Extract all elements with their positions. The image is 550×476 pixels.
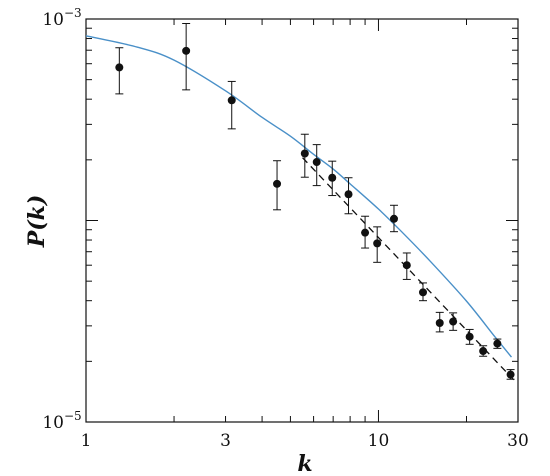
point-marker	[435, 318, 444, 327]
point-marker	[389, 214, 398, 223]
data-point	[300, 133, 309, 178]
data-point	[361, 215, 370, 249]
data-point	[435, 311, 444, 333]
point-marker	[328, 173, 337, 182]
point-marker	[506, 370, 515, 379]
data-point	[479, 345, 488, 357]
point-marker	[449, 317, 458, 326]
point-marker	[465, 332, 474, 341]
x-tick-label: 10	[368, 431, 390, 451]
data-point	[328, 160, 337, 197]
data-point	[344, 177, 353, 215]
point-marker	[373, 239, 382, 248]
data-point	[389, 204, 398, 233]
y-tick-label: 10−5	[42, 409, 81, 433]
data-point	[418, 282, 427, 302]
data-point	[273, 160, 282, 211]
point-marker	[182, 46, 191, 55]
data-point	[182, 22, 191, 91]
point-marker	[227, 96, 236, 105]
point-marker	[344, 190, 353, 199]
data-points	[115, 22, 515, 380]
point-marker	[418, 288, 427, 297]
data-point	[312, 144, 321, 187]
axis-ticks	[85, 19, 519, 423]
tick-labels: 1 3 10 30 10−5 10−3	[42, 6, 528, 451]
y-axis-label: P(k)	[24, 195, 50, 249]
point-marker	[115, 63, 124, 72]
model-curve	[85, 35, 513, 358]
data-point	[465, 328, 474, 345]
point-marker	[273, 179, 282, 188]
data-point	[493, 338, 502, 349]
x-axis-label: k	[297, 451, 312, 476]
curves	[85, 35, 515, 381]
data-point	[449, 312, 458, 331]
data-point	[227, 80, 236, 130]
data-point	[373, 226, 382, 263]
data-point	[402, 252, 411, 280]
point-marker	[361, 228, 370, 237]
plot-frame	[85, 18, 519, 423]
point-marker	[493, 339, 502, 348]
point-marker	[300, 149, 309, 158]
power-law-line	[302, 157, 515, 381]
data-point	[506, 369, 515, 380]
x-tick-label: 30	[507, 431, 529, 451]
point-marker	[312, 158, 321, 167]
x-tick-label: 1	[81, 431, 92, 451]
point-marker	[402, 261, 411, 270]
x-tick-label: 3	[220, 431, 231, 451]
y-tick-label: 10−3	[42, 6, 81, 30]
point-marker	[479, 347, 488, 356]
data-point	[115, 47, 124, 95]
